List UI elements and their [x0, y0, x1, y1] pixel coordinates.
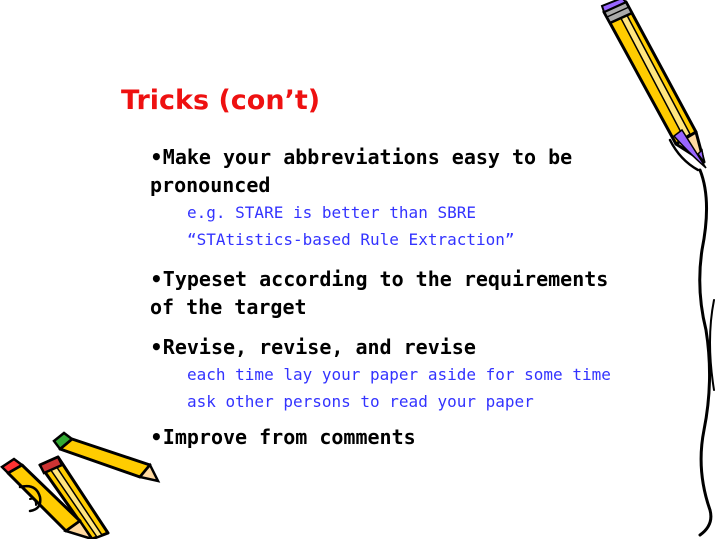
sub-point-ask-others: ask other persons to read your paper	[187, 392, 534, 411]
paper-curl-icon	[668, 138, 715, 537]
sub-point-expansion: “STAtistics-based Rule Extraction”	[187, 230, 515, 249]
bullet-text: Revise, revise, and revise	[162, 335, 476, 359]
bullet-dot: •	[150, 425, 163, 449]
spacer	[150, 415, 640, 423]
bullet-revise: •Revise, revise, and revise	[150, 333, 640, 361]
sub-point-example: e.g. STARE is better than SBRE	[187, 203, 476, 222]
bullet-improve: •Improve from comments	[150, 423, 640, 451]
bullet-text-cont: of the target	[150, 295, 307, 319]
spacer	[150, 321, 640, 333]
bullet-text: Typeset according to the requirements	[162, 267, 609, 291]
slide-title: Tricks (con’t)	[121, 85, 321, 116]
bullet-dot: •	[150, 335, 163, 359]
bullet-text: Make your abbreviations easy to be	[162, 145, 573, 169]
sub-point-lay-aside: each time lay your paper aside for some …	[187, 365, 611, 384]
bullet-text-cont: pronounced	[150, 173, 271, 197]
bullet-text: Improve from comments	[162, 425, 416, 449]
bullet-abbreviations: •Make your abbreviations easy to be prono…	[150, 143, 640, 199]
slide-content: •Make your abbreviations easy to be prono…	[150, 143, 640, 451]
spacer	[150, 253, 640, 265]
bullet-dot: •	[150, 267, 163, 291]
bullet-typeset: •Typeset according to the requirements of…	[150, 265, 640, 321]
bullet-dot: •	[150, 145, 163, 169]
pencils-icon	[0, 431, 161, 539]
pencil-icon	[600, 0, 707, 169]
